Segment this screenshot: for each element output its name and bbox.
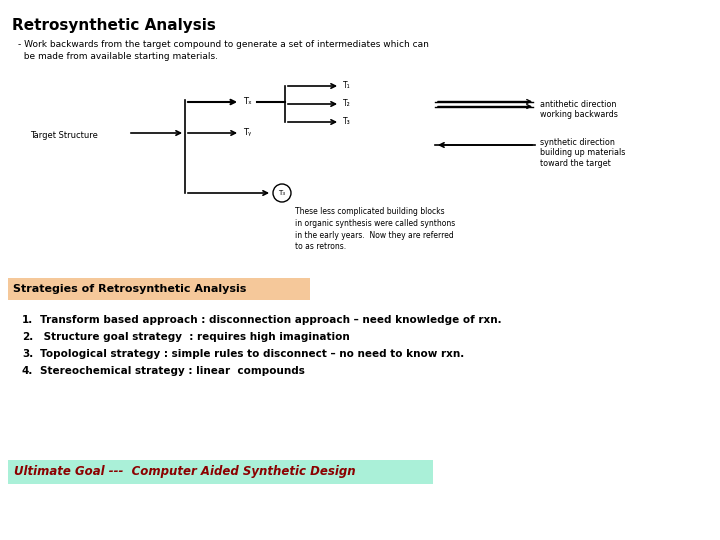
Text: Retrosynthetic Analysis: Retrosynthetic Analysis <box>12 18 216 33</box>
Text: Topological strategy : simple rules to disconnect – no need to know rxn.: Topological strategy : simple rules to d… <box>40 349 464 359</box>
Text: synthetic direction
building up materials
toward the target: synthetic direction building up material… <box>540 138 626 168</box>
Text: antithetic direction
working backwards: antithetic direction working backwards <box>540 100 618 119</box>
Text: 2.: 2. <box>22 332 33 342</box>
Text: 4.: 4. <box>22 366 33 376</box>
Text: Ultimate Goal ---  Computer Aided Synthetic Design: Ultimate Goal --- Computer Aided Synthet… <box>14 465 356 478</box>
Text: Target Structure: Target Structure <box>30 131 98 139</box>
Text: be made from available starting materials.: be made from available starting material… <box>18 52 218 61</box>
FancyBboxPatch shape <box>8 278 310 300</box>
Text: 1.: 1. <box>22 315 33 325</box>
Text: T₁: T₁ <box>343 82 351 91</box>
Text: T₂: T₂ <box>343 99 351 109</box>
FancyBboxPatch shape <box>8 460 433 484</box>
Text: These less complicated building blocks
in organic synthesis were called synthons: These less complicated building blocks i… <box>295 207 455 252</box>
Text: T₃: T₃ <box>343 118 351 126</box>
Text: Strategies of Retrosynthetic Analysis: Strategies of Retrosynthetic Analysis <box>13 284 246 294</box>
Text: T₃: T₃ <box>279 190 286 196</box>
Text: - Work backwards from the target compound to generate a set of intermediates whi: - Work backwards from the target compoun… <box>18 40 429 49</box>
Text: Tᵧ: Tᵧ <box>243 129 251 138</box>
Text: Structure goal strategy  : requires high imagination: Structure goal strategy : requires high … <box>40 332 350 342</box>
Text: 3.: 3. <box>22 349 33 359</box>
Text: Tₓ: Tₓ <box>243 98 252 106</box>
Text: Stereochemical strategy : linear  compounds: Stereochemical strategy : linear compoun… <box>40 366 305 376</box>
Text: Transform based approach : disconnection approach – need knowledge of rxn.: Transform based approach : disconnection… <box>40 315 502 325</box>
